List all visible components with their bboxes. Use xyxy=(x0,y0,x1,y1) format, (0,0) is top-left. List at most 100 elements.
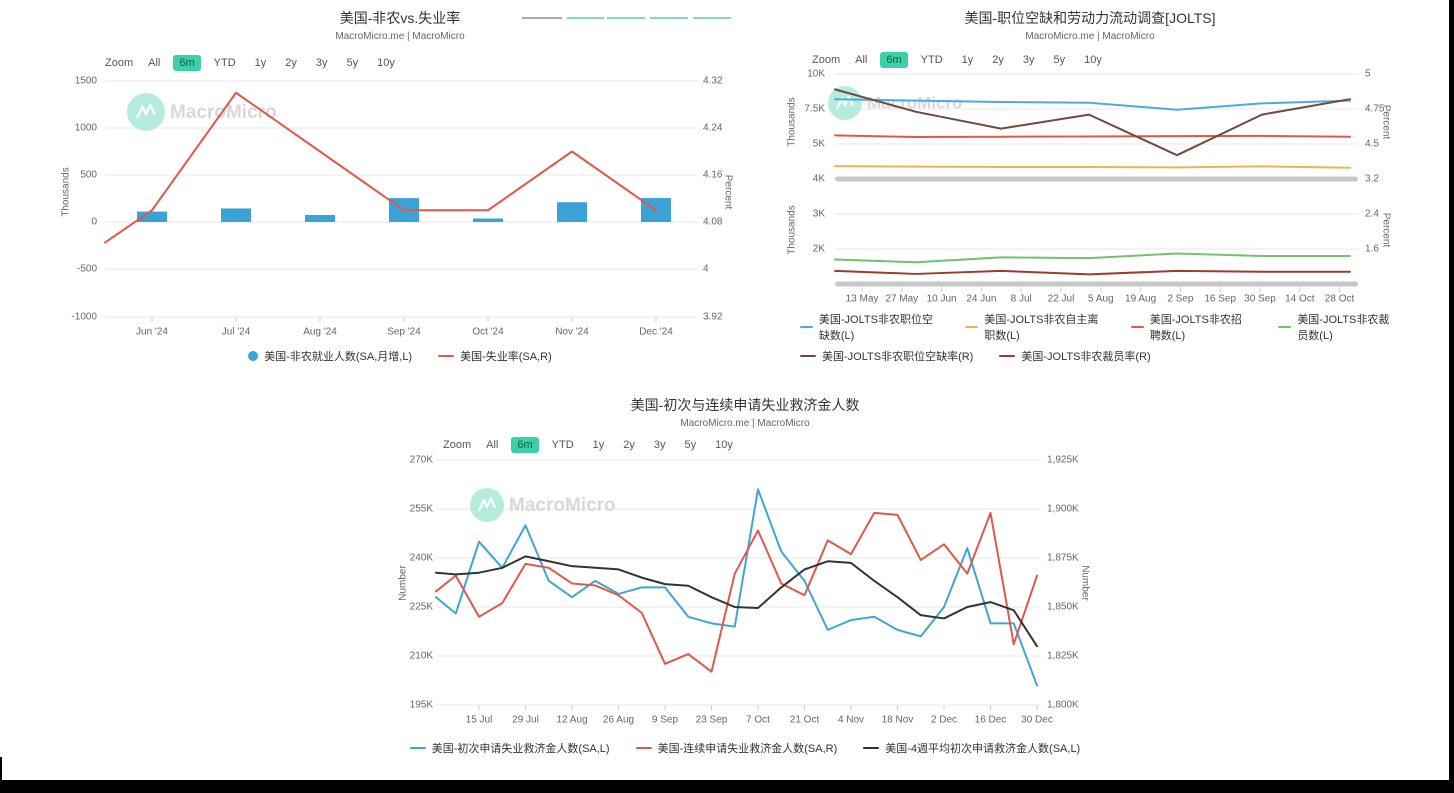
svg-text:3.92: 3.92 xyxy=(703,312,723,323)
svg-text:4 Nov: 4 Nov xyxy=(838,715,864,726)
chart-title: 美国-职位空缺和劳动力流动调查[JOLTS] xyxy=(964,10,1216,26)
svg-text:22 Jul: 22 Jul xyxy=(1048,294,1075,305)
chart-title: 美国-初次与连续申请失业救济金人数 xyxy=(630,397,860,413)
legend-item-label: 美国-失业率(SA,R) xyxy=(460,351,552,363)
legend-item-label: 美国-JOLTS非农自主离职数(L) xyxy=(984,314,1099,342)
zoom-range-2y[interactable]: 2y xyxy=(623,439,635,451)
legend-item-label: 美国-非农就业人数(SA,月增,L) xyxy=(264,351,413,363)
svg-text:1,850K: 1,850K xyxy=(1047,602,1079,613)
chart-jobless-claims: 美国-初次与连续申请失业救济金人数 MacroMicro.me | MacroM… xyxy=(395,395,1095,770)
svg-text:195K: 195K xyxy=(410,700,434,711)
svg-text:4.32: 4.32 xyxy=(703,76,723,87)
legend-item[interactable]: 美国-JOLTS非农招聘数(L) xyxy=(1130,311,1253,343)
y-axis-labels: 1500 1000 500 0 -500 -1000 4.32 4.24 4.16 4.08 4 3.… xyxy=(61,76,734,323)
svg-text:210K: 210K xyxy=(410,651,434,662)
window-right-border xyxy=(1449,0,1454,793)
legend-item[interactable]: 美国-初次申请失业救济金人数(SA,L) xyxy=(409,740,610,756)
legend-item[interactable]: 美国-JOLTS非农职位空缺率(R) xyxy=(800,348,973,364)
legend-item-label: 美国-连续申请失业救济金人数(SA,R) xyxy=(657,743,838,755)
zoom-range-10y[interactable]: 10y xyxy=(715,439,733,451)
svg-text:16 Sep: 16 Sep xyxy=(1204,294,1236,305)
zoom-range-10y[interactable]: 10y xyxy=(1084,54,1102,66)
legend-item[interactable]: 美国-连续申请失业救济金人数(SA,R) xyxy=(635,740,838,756)
decorative-dash xyxy=(522,17,562,19)
zoom-range-6m[interactable]: 6m xyxy=(173,55,201,71)
svg-text:Percent: Percent xyxy=(722,175,733,210)
svg-text:10 Jun: 10 Jun xyxy=(927,294,957,305)
legend-item[interactable]: 美国-4週平均初次申请救济金人数(SA,L) xyxy=(863,740,1080,756)
svg-text:Thousands: Thousands xyxy=(787,97,798,146)
x-axis-labels: 13 May 27 May 10 Jun 24 Jun 8 Jul 22 Jul 5 Aug… xyxy=(846,287,1355,305)
legend-marker-icon xyxy=(1130,325,1144,329)
zoom-range-all[interactable]: All xyxy=(148,57,161,69)
svg-text:15 Jul: 15 Jul xyxy=(466,715,493,726)
legend-item-label: 美国-JOLTS非农招聘数(L) xyxy=(1149,314,1242,342)
zoom-range-5y[interactable]: 5y xyxy=(1053,54,1066,66)
chart-legend: 美国-JOLTS非农职位空缺数(L) 美国-JOLTS非农自主离职数(L) 美国-J… xyxy=(800,311,1400,369)
svg-text:Thousands: Thousands xyxy=(787,205,798,254)
svg-text:1500: 1500 xyxy=(75,76,98,87)
svg-text:1.6: 1.6 xyxy=(1365,244,1379,255)
svg-text:4.24: 4.24 xyxy=(703,123,723,134)
svg-text:4.08: 4.08 xyxy=(703,217,723,228)
zoom-label: Zoom xyxy=(812,54,841,66)
zoom-range-1y[interactable]: 1y xyxy=(254,57,267,69)
x-axis-labels: Jun '24 Jul '24 Aug '24 Sep '24 Oct '24 Nov '… xyxy=(136,317,673,338)
svg-text:2K: 2K xyxy=(813,244,826,255)
zoom-range-1y[interactable]: 1y xyxy=(961,54,974,66)
line-series-unemployment-rate xyxy=(104,91,657,244)
legend-item[interactable]: 美国-JOLTS非农裁员数(L) xyxy=(1278,311,1400,343)
legend-marker-icon xyxy=(800,325,813,329)
svg-text:7 Oct: 7 Oct xyxy=(746,715,770,726)
nonfarm-plot-area[interactable]: MacroMicro 1500 1000 500 0 -500 -1000 4.32 4.24 4… xyxy=(60,70,740,342)
legend-item[interactable]: 美国-JOLTS非农自主离职数(L) xyxy=(965,311,1104,343)
chart-legend: 美国-初次申请失业救济金人数(SA,L) 美国-连续申请失业救济金人数(SA,R)… xyxy=(395,740,1095,756)
zoom-range-3y[interactable]: 3y xyxy=(1022,54,1035,66)
svg-text:4.75: 4.75 xyxy=(1365,104,1385,115)
svg-text:24 Jun: 24 Jun xyxy=(966,294,996,305)
zoom-range-10y[interactable]: 10y xyxy=(377,57,395,69)
svg-text:MacroMicro: MacroMicro xyxy=(509,495,616,516)
zoom-range-ytd[interactable]: YTD xyxy=(213,57,236,69)
zoom-range-6m[interactable]: 6m xyxy=(880,52,908,68)
zoom-label: Zoom xyxy=(105,57,134,69)
legend-marker-icon xyxy=(1278,325,1292,329)
zoom-range-5y[interactable]: 5y xyxy=(346,57,359,69)
legend-item[interactable]: 美国-JOLTS非农职位空缺数(L) xyxy=(800,311,939,343)
svg-text:16 Dec: 16 Dec xyxy=(975,715,1007,726)
x-axis-labels: 15 Jul 29 Jul 12 Aug 26 Aug 9 Sep 23 Sep 7 Oct… xyxy=(466,705,1053,726)
svg-text:9 Sep: 9 Sep xyxy=(652,715,679,726)
svg-text:Nov '24: Nov '24 xyxy=(555,327,589,338)
jolts-plot-area[interactable]: MacroMicro10K7.5K5K54.754.54K3K2K3.22.41… xyxy=(780,66,1400,311)
legend-marker-icon xyxy=(635,746,652,750)
legend-item[interactable]: 美国-失业率(SA,R) xyxy=(438,348,552,364)
zoom-range-all[interactable]: All xyxy=(486,439,499,451)
zoom-range-3y[interactable]: 3y xyxy=(653,439,666,451)
zoom-range-5y[interactable]: 5y xyxy=(684,439,697,451)
zoom-range-all[interactable]: All xyxy=(855,54,868,66)
svg-text:2 Dec: 2 Dec xyxy=(931,715,957,726)
zoom-range-3y[interactable]: 3y xyxy=(315,57,328,69)
svg-text:12 Aug: 12 Aug xyxy=(556,715,587,726)
bar-series-nonfarm-payrolls xyxy=(137,198,671,222)
svg-text:2 Sep: 2 Sep xyxy=(1167,294,1194,305)
svg-text:1,925K: 1,925K xyxy=(1047,455,1079,466)
legend-item[interactable]: 美国-JOLTS非农裁员率(R) xyxy=(999,348,1151,364)
zoom-range-1y[interactable]: 1y xyxy=(592,439,605,451)
chart-jolts: 美国-职位空缺和劳动力流动调查[JOLTS] MacroMicro.me | M… xyxy=(780,8,1400,380)
svg-text:Oct '24: Oct '24 xyxy=(472,327,504,338)
svg-text:1,875K: 1,875K xyxy=(1047,553,1079,564)
zoom-range-2y[interactable]: 2y xyxy=(992,54,1004,66)
legend-item[interactable]: 美国-非农就业人数(SA,月增,L) xyxy=(248,348,412,364)
svg-text:30 Sep: 30 Sep xyxy=(1244,294,1276,305)
legend-item-label: 美国-JOLTS非农裁员数(L) xyxy=(1297,314,1390,342)
svg-text:1,800K: 1,800K xyxy=(1047,700,1079,711)
zoom-range-2y[interactable]: 2y xyxy=(285,57,297,69)
legend-marker-icon xyxy=(800,354,816,358)
zoom-toolbar: Zoom All 6m YTD 1y 2y 3y 5y 10y xyxy=(105,55,401,71)
claims-plot-area[interactable]: MacroMicro 270K 255K 240K 225K 210K 195K 1,925K… xyxy=(395,453,1095,743)
zoom-range-ytd[interactable]: YTD xyxy=(551,439,574,451)
zoom-range-6m[interactable]: 6m xyxy=(511,437,539,453)
gridlines xyxy=(835,73,1358,287)
zoom-range-ytd[interactable]: YTD xyxy=(920,54,943,66)
